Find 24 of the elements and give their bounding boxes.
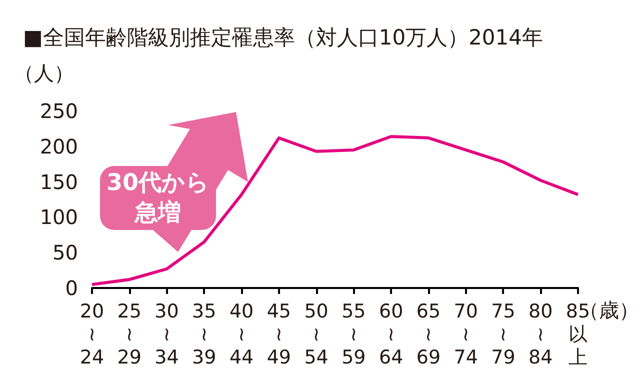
x-tick-label: 25 ≀ 29 [117, 300, 142, 368]
x-tick-label: 30 ≀ 34 [154, 300, 179, 368]
x-tick-label: 55 ≀ 59 [342, 300, 366, 368]
x-tick-label: 40 ≀ 44 [229, 300, 254, 368]
x-tick-label: 85以上 [566, 300, 590, 368]
annotation: 30代から急増 [100, 166, 216, 230]
y-tick-label: 150 [40, 170, 78, 194]
x-tick-label: 65 ≀ 69 [416, 300, 441, 368]
x-tick-label: 20 ≀ 24 [80, 300, 104, 368]
x-tick-label: 60 ≀ 64 [378, 300, 404, 368]
x-tick-label: 35 ≀ 39 [192, 300, 216, 368]
y-tick-label: 200 [40, 134, 78, 158]
y-tick-label: 250 [40, 99, 78, 123]
x-tick-label: 45 ≀ 49 [266, 300, 292, 368]
chart-title: ■全国年齢階級別推定罹患率（対人口10万人）2014年 [23, 26, 544, 50]
x-tick-label: 75 ≀ 79 [491, 300, 516, 368]
x-tick-label: 80 ≀ 84 [528, 300, 553, 368]
line-series [90, 134, 580, 286]
x-tick-label: 50 ≀ 54 [304, 300, 328, 368]
y-tick-label: 0 [65, 276, 78, 300]
y-tick-label: 50 [52, 240, 78, 265]
x-tick-label: 70 ≀ 74 [454, 300, 478, 368]
y-axis-title: （人） [14, 61, 74, 85]
y-tick-label: 100 [40, 205, 78, 230]
